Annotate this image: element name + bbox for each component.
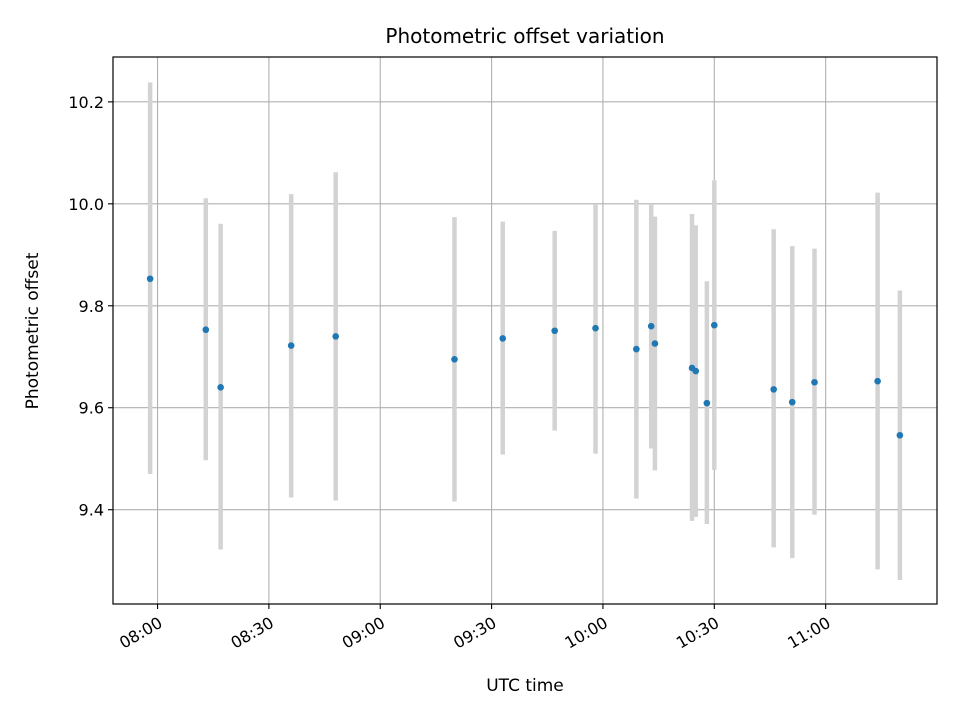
data-point — [651, 340, 659, 347]
y-tick-label: 10.2 — [68, 93, 104, 112]
data-point — [633, 345, 640, 353]
y-tick-label: 9.8 — [79, 297, 104, 316]
y-tick-label: 10.0 — [68, 195, 104, 214]
data-point — [451, 356, 458, 363]
data-point — [710, 321, 718, 329]
data-point — [874, 377, 881, 385]
data-point — [811, 378, 818, 386]
data-point — [703, 399, 711, 407]
data-point — [692, 367, 700, 375]
data-point — [217, 384, 224, 391]
data-point — [647, 322, 655, 330]
data-point — [287, 342, 295, 349]
data-point — [770, 386, 777, 393]
y-axis-label: Photometric offset — [23, 252, 43, 409]
y-tick-label: 9.4 — [79, 501, 104, 520]
chart-title: Photometric offset variation — [385, 24, 664, 48]
data-point — [551, 327, 558, 335]
data-point — [146, 275, 154, 283]
data-point — [202, 326, 210, 334]
grid — [113, 57, 937, 604]
data-points — [146, 275, 904, 439]
data-point — [896, 431, 904, 439]
data-point — [499, 335, 507, 342]
data-point — [332, 333, 340, 340]
data-point — [788, 398, 796, 406]
x-axis-label: UTC time — [486, 676, 564, 696]
data-point — [592, 324, 599, 332]
y-tick-label: 9.6 — [79, 399, 104, 418]
plot-frame — [112, 56, 938, 605]
